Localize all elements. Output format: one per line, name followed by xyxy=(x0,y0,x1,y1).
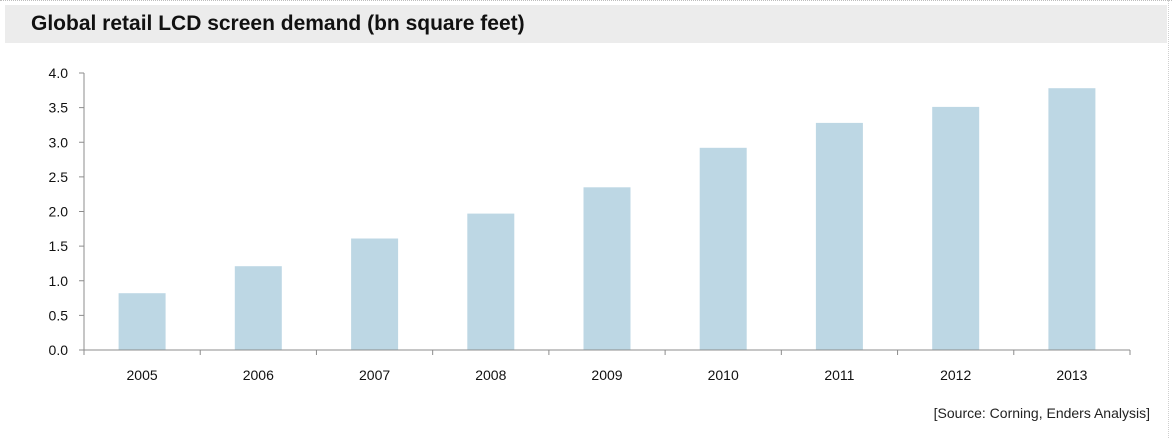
chart-title: Global retail LCD screen demand (bn squa… xyxy=(31,12,525,35)
bar-2005 xyxy=(118,293,166,350)
x-tick-label-2012: 2012 xyxy=(940,367,971,383)
x-tick-label-2007: 2007 xyxy=(359,367,390,383)
title-band: Global retail LCD screen demand (bn squa… xyxy=(5,5,1167,43)
y-tick-label: 1.0 xyxy=(49,273,69,289)
bar-2007 xyxy=(351,238,399,350)
x-tick-label-2008: 2008 xyxy=(475,367,506,383)
y-tick-label: 2.0 xyxy=(49,204,69,220)
x-tick-label-2010: 2010 xyxy=(708,367,739,383)
y-tick-label: 0.5 xyxy=(49,307,69,323)
x-tick-label-2009: 2009 xyxy=(591,367,622,383)
y-tick-label: 3.0 xyxy=(49,134,69,150)
bar-2013 xyxy=(1048,88,1096,350)
y-tick-label: 2.5 xyxy=(49,169,69,185)
y-tick-label: 0.0 xyxy=(49,342,69,358)
bar-2006 xyxy=(234,266,282,350)
source-note: [Source: Corning, Enders Analysis] xyxy=(933,405,1150,421)
x-tick-label-2011: 2011 xyxy=(824,367,854,383)
bar-2011 xyxy=(815,122,863,351)
x-tick-label-2005: 2005 xyxy=(127,367,158,383)
y-tick-label: 4.0 xyxy=(49,65,69,81)
bar-2010 xyxy=(699,147,747,350)
top-border xyxy=(0,0,1172,2)
y-tick-label: 3.5 xyxy=(49,100,69,116)
right-border xyxy=(1168,0,1170,438)
x-tick-label-2013: 2013 xyxy=(1056,367,1087,383)
bar-2009 xyxy=(583,187,631,350)
x-tick-label-2006: 2006 xyxy=(243,367,274,383)
bar-2012 xyxy=(932,106,980,351)
bar-2008 xyxy=(467,213,515,350)
y-tick-label: 1.5 xyxy=(49,238,69,254)
